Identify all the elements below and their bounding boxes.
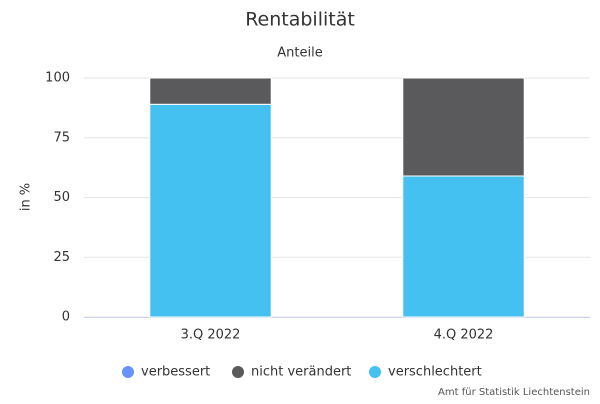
x-tick-label: 4.Q 2022	[434, 328, 494, 343]
legend-label: verschlechtert	[388, 365, 482, 380]
y-axis-label: in %	[19, 183, 34, 211]
y-tick-label: 0	[62, 310, 70, 325]
legend-label: verbessert	[141, 365, 210, 380]
y-tick-label: 50	[53, 190, 70, 205]
chart-title: Rentabilität	[245, 9, 355, 31]
bar-segment	[402, 77, 525, 177]
y-tick-label: 75	[53, 130, 70, 145]
chart-subtitle: Anteile	[277, 46, 322, 61]
bar-segment	[149, 103, 272, 318]
legend-label: nicht verändert	[251, 365, 351, 380]
bar-segment	[402, 175, 525, 318]
y-tick-label: 100	[45, 71, 70, 86]
legend-marker	[232, 366, 244, 378]
legend-marker	[122, 366, 134, 378]
bar-segment	[149, 77, 272, 105]
credits: Amt für Statistik Liechtenstein	[438, 387, 590, 398]
x-tick-label: 3.Q 2022	[181, 328, 241, 343]
legend-marker	[369, 366, 381, 378]
y-tick-label: 25	[53, 250, 70, 265]
